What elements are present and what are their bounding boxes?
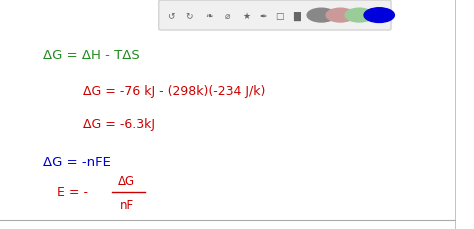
Text: ↻: ↻ (186, 11, 193, 21)
Text: ⌀: ⌀ (225, 11, 230, 21)
Text: ✒: ✒ (259, 11, 267, 21)
Text: ΔG = -6.3kJ: ΔG = -6.3kJ (83, 117, 155, 130)
Text: □: □ (275, 11, 284, 21)
FancyBboxPatch shape (159, 1, 391, 31)
Text: ΔG = -76 kJ - (298k)(-234 J/k): ΔG = -76 kJ - (298k)(-234 J/k) (83, 85, 265, 98)
Text: E = -: E = - (57, 185, 88, 198)
Text: ↺: ↺ (167, 11, 174, 21)
Text: █: █ (293, 11, 300, 21)
Circle shape (326, 9, 355, 23)
Text: ★: ★ (242, 11, 251, 21)
Text: ΔG: ΔG (118, 174, 135, 187)
Text: ❧: ❧ (205, 11, 212, 21)
Circle shape (364, 9, 394, 23)
Text: ΔG = ΔH - TΔS: ΔG = ΔH - TΔS (43, 49, 139, 61)
Text: nF: nF (119, 198, 134, 211)
Circle shape (307, 9, 336, 23)
Circle shape (345, 9, 374, 23)
Text: ΔG = -nFE: ΔG = -nFE (43, 155, 110, 168)
